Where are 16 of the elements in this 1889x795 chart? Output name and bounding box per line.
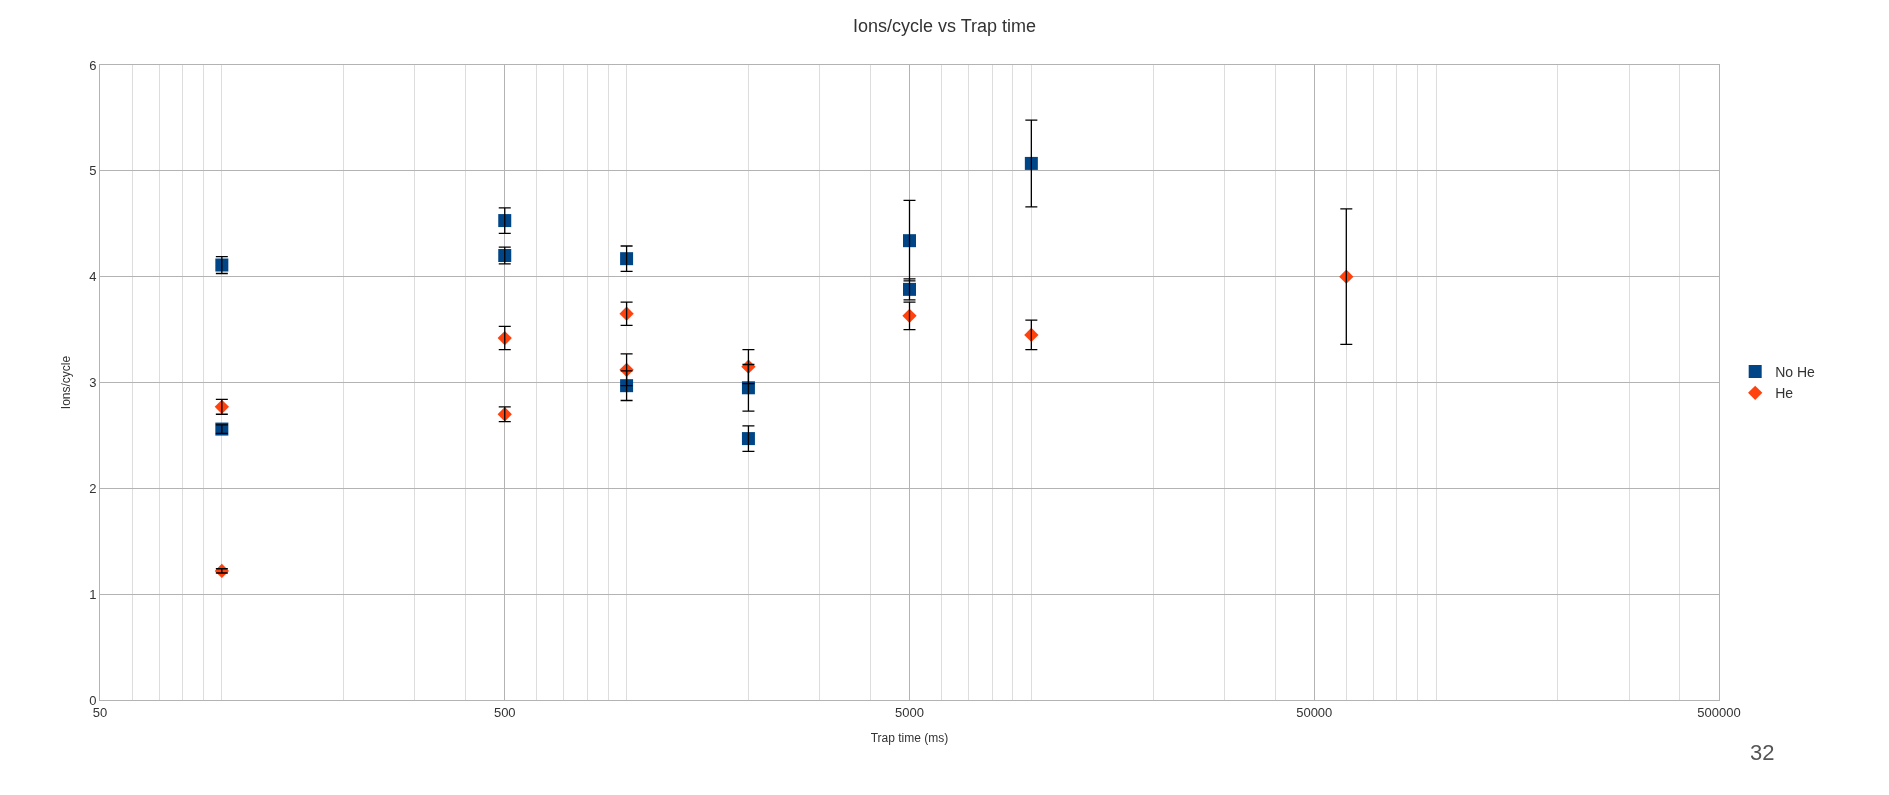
- x-axis-title: Trap time (ms): [870, 731, 949, 746]
- legend-label: No He: [1775, 364, 1816, 381]
- legend-label: He: [1775, 385, 1794, 402]
- y-tick-label: 2: [89, 480, 97, 496]
- y-axis-title: Ions/cycle: [59, 355, 74, 410]
- x-tick-label: 500: [493, 704, 516, 720]
- y-tick-label: 1: [89, 586, 97, 602]
- y-tick-label: 5: [89, 163, 97, 179]
- y-tick-label: 4: [89, 269, 97, 285]
- y-tick-label: 6: [89, 57, 97, 73]
- x-tick-label: 5000: [895, 704, 924, 720]
- chart-title: Ions/cycle vs Trap time: [852, 16, 1037, 37]
- x-tick-label: 500000: [1697, 704, 1741, 720]
- x-tick-label: 50000: [1296, 704, 1333, 720]
- text: 32: [1750, 740, 1775, 765]
- y-tick-label: 3: [89, 375, 97, 391]
